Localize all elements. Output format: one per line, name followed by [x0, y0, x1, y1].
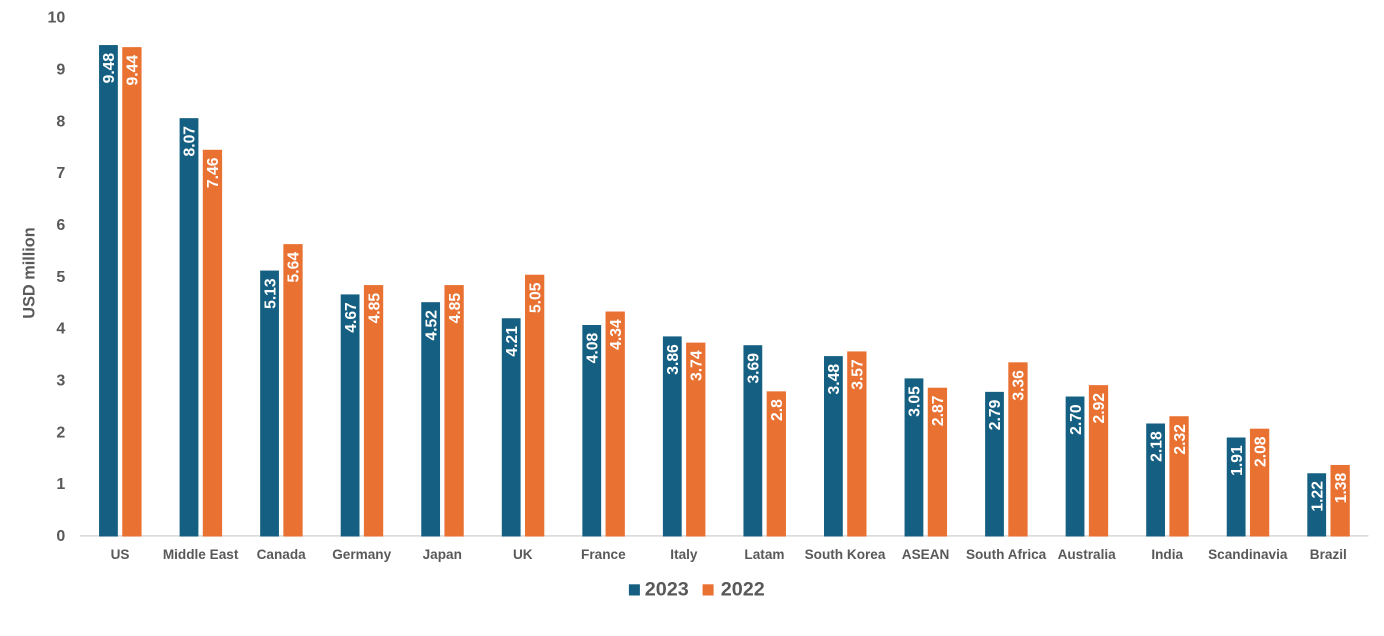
svg-text:2.32: 2.32: [1172, 424, 1189, 455]
svg-text:Brazil: Brazil: [1310, 547, 1347, 562]
svg-text:Canada: Canada: [257, 547, 307, 562]
svg-text:4.85: 4.85: [366, 293, 383, 324]
svg-text:Japan: Japan: [423, 547, 462, 562]
svg-text:USD million: USD million: [21, 227, 39, 318]
svg-text:7: 7: [56, 165, 65, 182]
svg-text:5.13: 5.13: [262, 278, 279, 309]
svg-text:8: 8: [56, 113, 65, 130]
svg-text:1.91: 1.91: [1229, 445, 1246, 476]
svg-text:4.21: 4.21: [504, 326, 521, 357]
svg-text:4.85: 4.85: [447, 293, 464, 324]
svg-text:8.07: 8.07: [182, 126, 199, 157]
svg-text:1: 1: [56, 476, 65, 493]
svg-text:3.48: 3.48: [826, 364, 843, 395]
svg-text:2022: 2022: [721, 579, 765, 601]
svg-text:3.69: 3.69: [746, 353, 763, 384]
svg-text:2: 2: [56, 424, 65, 441]
svg-text:Germany: Germany: [332, 547, 391, 562]
svg-text:Australia: Australia: [1058, 547, 1117, 562]
svg-text:1.38: 1.38: [1333, 472, 1350, 503]
svg-text:9.48: 9.48: [101, 53, 118, 84]
svg-text:3.74: 3.74: [688, 350, 705, 381]
svg-text:4: 4: [56, 321, 65, 338]
svg-text:2.79: 2.79: [987, 399, 1004, 430]
svg-text:2.92: 2.92: [1091, 393, 1108, 424]
svg-text:5: 5: [56, 269, 65, 286]
svg-text:South Africa: South Africa: [966, 547, 1047, 562]
svg-text:2.8: 2.8: [769, 399, 786, 421]
svg-text:3.57: 3.57: [850, 359, 867, 390]
svg-text:ASEAN: ASEAN: [902, 547, 950, 562]
svg-text:Scandinavia: Scandinavia: [1208, 547, 1288, 562]
svg-text:1.22: 1.22: [1309, 481, 1326, 512]
svg-text:2.70: 2.70: [1068, 404, 1085, 435]
svg-text:6: 6: [56, 217, 65, 234]
svg-text:UK: UK: [513, 547, 533, 562]
svg-text:France: France: [581, 547, 626, 562]
svg-text:2.08: 2.08: [1252, 436, 1269, 467]
svg-text:0: 0: [56, 528, 65, 545]
svg-text:3.05: 3.05: [907, 386, 924, 417]
svg-text:Latam: Latam: [744, 547, 784, 562]
svg-text:2.18: 2.18: [1148, 431, 1165, 462]
svg-text:Middle East: Middle East: [163, 547, 239, 562]
svg-text:South Korea: South Korea: [805, 547, 886, 562]
svg-text:4.52: 4.52: [423, 310, 440, 341]
svg-text:5.64: 5.64: [286, 252, 303, 283]
svg-text:Italy: Italy: [670, 547, 698, 562]
svg-text:4.67: 4.67: [343, 302, 360, 333]
svg-text:3: 3: [56, 373, 65, 390]
svg-text:7.46: 7.46: [205, 157, 222, 188]
svg-text:9.44: 9.44: [125, 55, 142, 86]
svg-text:US: US: [111, 547, 130, 562]
svg-text:9: 9: [56, 61, 65, 78]
svg-text:2023: 2023: [645, 579, 689, 601]
svg-text:4.34: 4.34: [608, 319, 625, 350]
svg-text:2.87: 2.87: [930, 395, 947, 426]
svg-text:5.05: 5.05: [527, 282, 544, 313]
svg-text:India: India: [1151, 547, 1183, 562]
svg-text:10: 10: [48, 10, 66, 27]
svg-text:3.36: 3.36: [1011, 370, 1028, 401]
svg-text:4.08: 4.08: [584, 333, 601, 364]
svg-text:3.86: 3.86: [665, 344, 682, 375]
